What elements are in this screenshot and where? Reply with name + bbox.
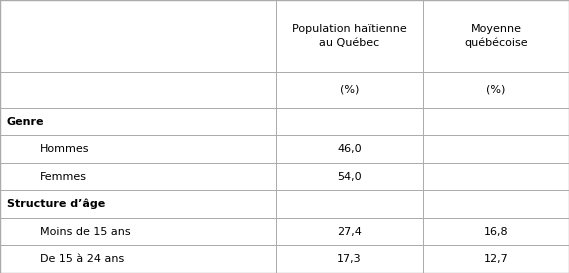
Text: De 15 à 24 ans: De 15 à 24 ans <box>40 254 124 264</box>
Text: Genre: Genre <box>7 117 44 127</box>
Text: Moyenne
québécoise: Moyenne québécoise <box>464 24 527 48</box>
Text: Hommes: Hommes <box>40 144 89 154</box>
Text: 12,7: 12,7 <box>484 254 508 264</box>
Text: 27,4: 27,4 <box>337 227 362 237</box>
Text: 17,3: 17,3 <box>337 254 362 264</box>
Text: 54,0: 54,0 <box>337 172 362 182</box>
Text: Structure d’âge: Structure d’âge <box>7 199 105 209</box>
Text: Femmes: Femmes <box>40 172 87 182</box>
Text: 16,8: 16,8 <box>484 227 508 237</box>
Text: 46,0: 46,0 <box>337 144 362 154</box>
Text: (%): (%) <box>340 85 359 95</box>
Text: Population haïtienne
au Québec: Population haïtienne au Québec <box>292 24 407 48</box>
Text: Moins de 15 ans: Moins de 15 ans <box>40 227 130 237</box>
Text: (%): (%) <box>486 85 506 95</box>
